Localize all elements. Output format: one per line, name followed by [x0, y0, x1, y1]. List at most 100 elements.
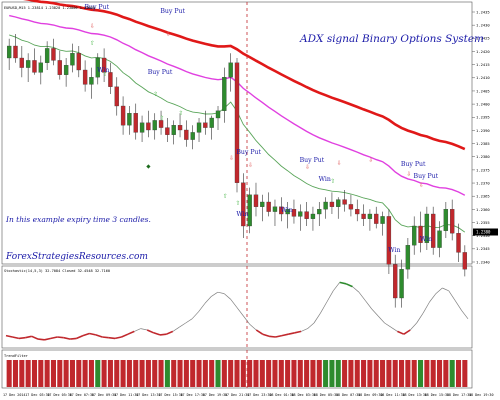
arrow-down-icon: ⇩: [248, 162, 253, 169]
price-tick-label: 1.2405: [476, 88, 490, 93]
stochastic-segment: [223, 293, 231, 300]
stochastic-segment: [82, 332, 90, 337]
candle-body: [412, 225, 417, 246]
candle-body: [450, 209, 455, 234]
stochastic-segment: [37, 338, 45, 341]
signal-label: Win: [319, 176, 331, 183]
candle-body: [70, 53, 75, 66]
candle-body: [203, 122, 208, 128]
stochastic-segment: [114, 336, 122, 340]
symbol-info: EURUSD,M15 1.23814 1.23820 1.23800 1.238…: [4, 6, 95, 10]
stochastic-segment: [429, 293, 437, 303]
price-tick-label: 1.2435: [476, 9, 490, 14]
trend-bar: [44, 360, 50, 387]
time-tick-label: 18 Dec 19:30: [469, 393, 494, 397]
candle-body: [323, 201, 328, 210]
candle-body: [76, 53, 81, 71]
time-tick-label: 18 Dec 15:30: [425, 393, 450, 397]
last-price-label: 1.2380: [476, 230, 491, 235]
stochastic-segment: [102, 336, 109, 339]
time-tick-label: 17 Dec 05:30: [47, 393, 72, 397]
stochastic-segment: [384, 322, 392, 328]
trend-bar: [247, 360, 253, 387]
trend-bar: [405, 360, 411, 387]
candle-body: [19, 57, 24, 68]
candle-body: [184, 129, 189, 140]
stochastic-segment: [179, 322, 186, 328]
trend-bar: [411, 360, 417, 387]
trend-bar: [424, 360, 430, 387]
price-tick-label: 1.2410: [476, 75, 490, 80]
trend-bar: [57, 360, 63, 387]
trend-bar: [95, 360, 101, 387]
stochastic-segment: [307, 322, 315, 329]
stochastic-segment: [204, 296, 212, 304]
candle-body: [285, 209, 290, 215]
arrow-up-icon: ⇧: [90, 40, 95, 47]
stochastic-segment: [146, 329, 154, 334]
stochastic-segment: [339, 281, 347, 285]
stochastic-segment: [249, 324, 257, 331]
trend-bar: [107, 360, 113, 387]
trend-bar: [285, 360, 291, 387]
trend-bar: [158, 360, 164, 387]
stochastic-segment: [217, 291, 225, 294]
trend-bar: [335, 360, 341, 387]
expiry-note: In this example expiry time 3 candles.: [5, 215, 151, 224]
time-tick-label: 18 Dec 13:30: [402, 393, 427, 397]
candle-body: [95, 57, 100, 78]
time-tick-label: 17 Dec 15:30: [158, 393, 183, 397]
candle-body: [133, 113, 138, 133]
price-tick-label: 1.2400: [476, 102, 490, 107]
candle-body: [336, 199, 341, 207]
arrow-up-icon: ⇧: [179, 110, 184, 117]
stochastic-segment: [409, 322, 417, 331]
trend-bar: [76, 360, 82, 387]
candle-body: [51, 48, 56, 61]
stochastic-segment: [345, 283, 353, 288]
candle-body: [386, 216, 392, 265]
candle-body: [266, 201, 271, 212]
stochastic-segment: [57, 336, 64, 339]
price-tick-label: 1.2345: [476, 246, 490, 251]
time-tick-label: 17 Dec 13:30: [136, 393, 161, 397]
candle-body: [253, 194, 259, 207]
trend-bar: [240, 360, 246, 387]
stochastic-segment: [313, 313, 321, 324]
price-axis: 1.2435 1.2430 1.2425 1.2420 1.2415 1.2410 1.24…: [472, 9, 498, 264]
arrow-up-icon: ⇧: [103, 71, 108, 78]
stochastic-segment: [121, 333, 129, 338]
trend-bar: [234, 360, 240, 387]
stochastic-segment: [134, 328, 141, 332]
trend-bar: [120, 360, 126, 387]
price-tick-label: 1.2430: [476, 23, 490, 28]
stochastic-segment: [31, 335, 39, 340]
trend-bar: [50, 360, 56, 387]
arrow-down-icon: ⇩: [337, 160, 342, 167]
stochastic-segment: [95, 334, 103, 338]
trend-bar: [418, 360, 424, 387]
stochastic-segment: [416, 313, 424, 324]
candle-body: [63, 65, 69, 75]
candle-body: [342, 199, 347, 205]
stochastic-segment: [63, 336, 71, 340]
arrow-up-icon: ⇧: [223, 193, 228, 200]
trend-bar: [177, 360, 183, 387]
candle-body: [57, 60, 62, 75]
candle-body: [456, 233, 461, 253]
candle-body: [329, 201, 335, 207]
stochastic-segment: [320, 301, 328, 314]
time-tick-label: 18 Dec 03:30: [291, 393, 316, 397]
trend-bar: [354, 360, 360, 387]
candle-body: [355, 209, 360, 215]
trend-bar: [430, 360, 436, 387]
trend-bar: [209, 360, 215, 387]
candle-body: [171, 125, 176, 135]
diamond-marker: [146, 164, 151, 169]
candle-body: [215, 110, 221, 119]
trend-bar: [291, 360, 297, 387]
price-tick-label: 1.2415: [476, 62, 490, 67]
price-tick-label: 1.2380: [476, 154, 490, 159]
trend-bar: [215, 360, 221, 387]
trend-bar: [259, 360, 265, 387]
